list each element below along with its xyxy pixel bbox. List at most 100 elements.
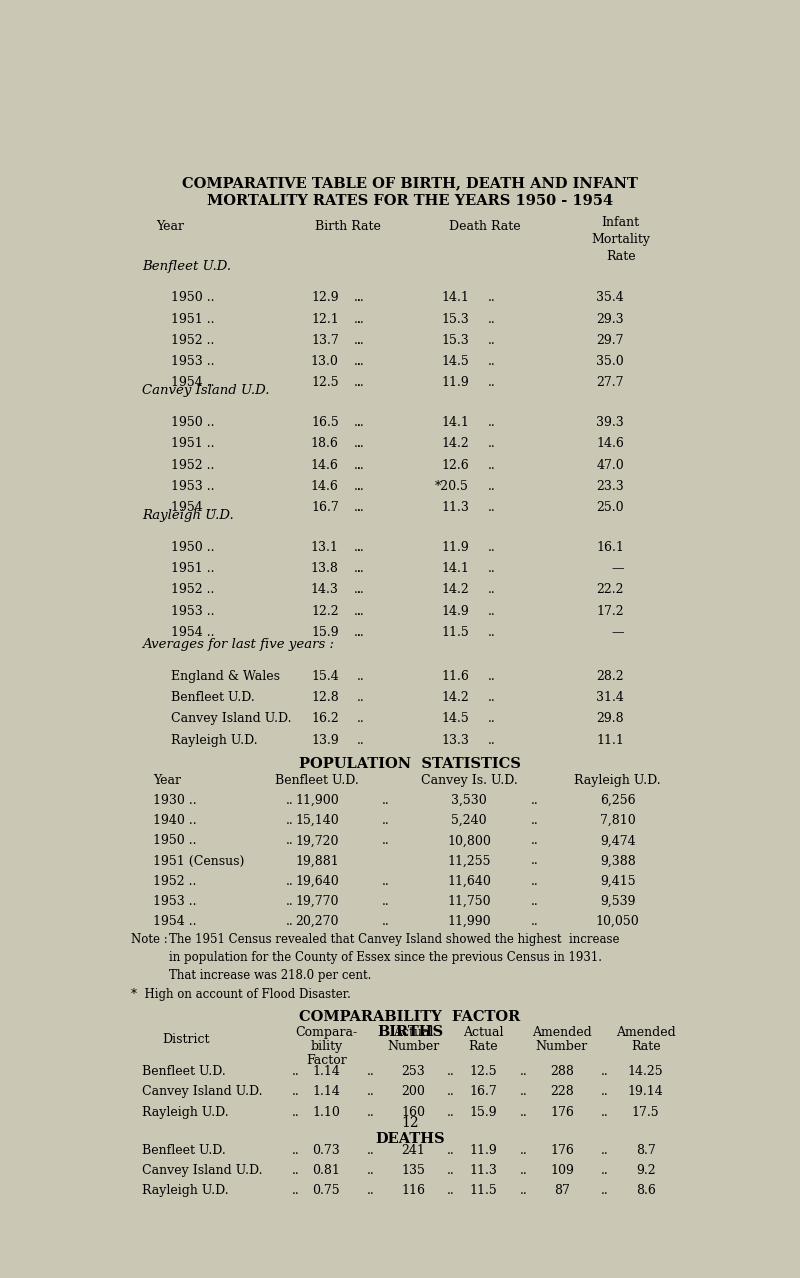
Text: 13.3: 13.3 [441, 734, 469, 746]
Text: 11,990: 11,990 [447, 915, 490, 928]
Text: 1952 ..: 1952 .. [171, 459, 214, 472]
Text: 15.3: 15.3 [441, 313, 469, 326]
Text: 14.1: 14.1 [441, 291, 469, 304]
Text: ..: .. [358, 291, 365, 304]
Text: 14.9: 14.9 [441, 604, 469, 617]
Text: ..: .. [358, 501, 365, 514]
Text: 9,474: 9,474 [600, 835, 635, 847]
Text: 11.6: 11.6 [441, 670, 469, 682]
Text: ..: .. [382, 814, 390, 827]
Text: 12: 12 [401, 1116, 419, 1130]
Text: —: — [611, 626, 624, 639]
Text: ..: .. [366, 1105, 374, 1118]
Text: 10,050: 10,050 [596, 915, 639, 928]
Text: 15.3: 15.3 [441, 334, 469, 346]
Text: ..: .. [487, 437, 495, 450]
Text: ..: .. [358, 562, 365, 575]
Text: Rayleigh U.D.: Rayleigh U.D. [142, 510, 234, 523]
Text: ..: .. [366, 1085, 374, 1098]
Text: 288: 288 [550, 1066, 574, 1079]
Text: 135: 135 [401, 1164, 425, 1177]
Text: 9,388: 9,388 [600, 855, 635, 868]
Text: ..: .. [601, 1164, 609, 1177]
Text: 1951 ..: 1951 .. [171, 313, 214, 326]
Text: 1930 ..: 1930 .. [153, 794, 196, 806]
Text: 15.9: 15.9 [311, 626, 338, 639]
Text: 9,415: 9,415 [600, 874, 635, 888]
Text: ..: .. [531, 855, 538, 868]
Text: 253: 253 [402, 1066, 425, 1079]
Text: 29.7: 29.7 [596, 334, 624, 346]
Text: ..: .. [601, 1066, 609, 1079]
Text: 35.0: 35.0 [596, 355, 624, 368]
Text: 15.9: 15.9 [470, 1105, 497, 1118]
Text: ..: .. [487, 334, 495, 346]
Text: Rayleigh U.D.: Rayleigh U.D. [574, 773, 661, 787]
Text: Year: Year [156, 220, 184, 234]
Text: ..: .. [354, 334, 362, 346]
Text: 14.6: 14.6 [311, 459, 338, 472]
Text: ..: .. [487, 501, 495, 514]
Text: Canvey Island U.D.: Canvey Island U.D. [142, 1085, 262, 1098]
Text: COMPARABILITY  FACTOR: COMPARABILITY FACTOR [299, 1010, 521, 1024]
Text: ..: .. [354, 626, 362, 639]
Text: —: — [611, 562, 624, 575]
Text: 25.0: 25.0 [596, 501, 624, 514]
Text: 0.73: 0.73 [313, 1144, 340, 1157]
Text: 1954 ..: 1954 .. [153, 915, 196, 928]
Text: Canvey Island U.D.: Canvey Island U.D. [142, 385, 270, 397]
Text: 1950 ..: 1950 .. [171, 541, 214, 555]
Text: ..: .. [366, 1164, 374, 1177]
Text: ..: .. [447, 1105, 455, 1118]
Text: COMPARATIVE TABLE OF BIRTH, DEATH AND INFANT: COMPARATIVE TABLE OF BIRTH, DEATH AND IN… [182, 176, 638, 190]
Text: 5,240: 5,240 [451, 814, 486, 827]
Text: ..: .. [601, 1105, 609, 1118]
Text: ..: .. [382, 835, 390, 847]
Text: ..: .. [358, 376, 365, 389]
Text: ..: .. [601, 1144, 609, 1157]
Text: 1951 ..: 1951 .. [171, 437, 214, 450]
Text: 228: 228 [550, 1085, 574, 1098]
Text: ..: .. [601, 1085, 609, 1098]
Text: Canvey Is. U.D.: Canvey Is. U.D. [421, 773, 518, 787]
Text: ..: .. [354, 583, 362, 597]
Text: 6,256: 6,256 [600, 794, 635, 806]
Text: 176: 176 [550, 1105, 574, 1118]
Text: ..: .. [447, 1185, 455, 1197]
Text: ..: .. [487, 691, 495, 704]
Text: Compara-: Compara- [295, 1026, 358, 1039]
Text: 23.3: 23.3 [596, 479, 624, 493]
Text: 1950 ..: 1950 .. [171, 291, 214, 304]
Text: ..: .. [358, 479, 365, 493]
Text: Rate: Rate [606, 249, 636, 263]
Text: 9.2: 9.2 [636, 1164, 655, 1177]
Text: 14.6: 14.6 [596, 437, 624, 450]
Text: 12.9: 12.9 [311, 291, 338, 304]
Text: Infant: Infant [602, 216, 640, 229]
Text: Canvey Island U.D.: Canvey Island U.D. [171, 712, 292, 726]
Text: ..: .. [354, 376, 362, 389]
Text: Rate: Rate [468, 1040, 498, 1053]
Text: ..: .. [487, 734, 495, 746]
Text: ..: .. [286, 794, 294, 806]
Text: 11.9: 11.9 [441, 376, 469, 389]
Text: 241: 241 [401, 1144, 425, 1157]
Text: 12.5: 12.5 [470, 1066, 497, 1079]
Text: Canvey Island U.D.: Canvey Island U.D. [142, 1164, 262, 1177]
Text: 14.25: 14.25 [628, 1066, 663, 1079]
Text: ..: .. [520, 1105, 528, 1118]
Text: ..: .. [520, 1144, 528, 1157]
Text: 1954 ..: 1954 .. [171, 501, 214, 514]
Text: Death Rate: Death Rate [449, 220, 520, 234]
Text: ..: .. [487, 604, 495, 617]
Text: ..: .. [366, 1066, 374, 1079]
Text: in population for the County of Essex since the previous Census in 1931.: in population for the County of Essex si… [170, 951, 602, 965]
Text: ..: .. [354, 541, 362, 555]
Text: 176: 176 [550, 1144, 574, 1157]
Text: 16.1: 16.1 [596, 541, 624, 555]
Text: ..: .. [358, 437, 365, 450]
Text: ..: .. [354, 562, 362, 575]
Text: ..: .. [520, 1085, 528, 1098]
Text: Factor: Factor [306, 1053, 346, 1067]
Text: ..: .. [520, 1185, 528, 1197]
